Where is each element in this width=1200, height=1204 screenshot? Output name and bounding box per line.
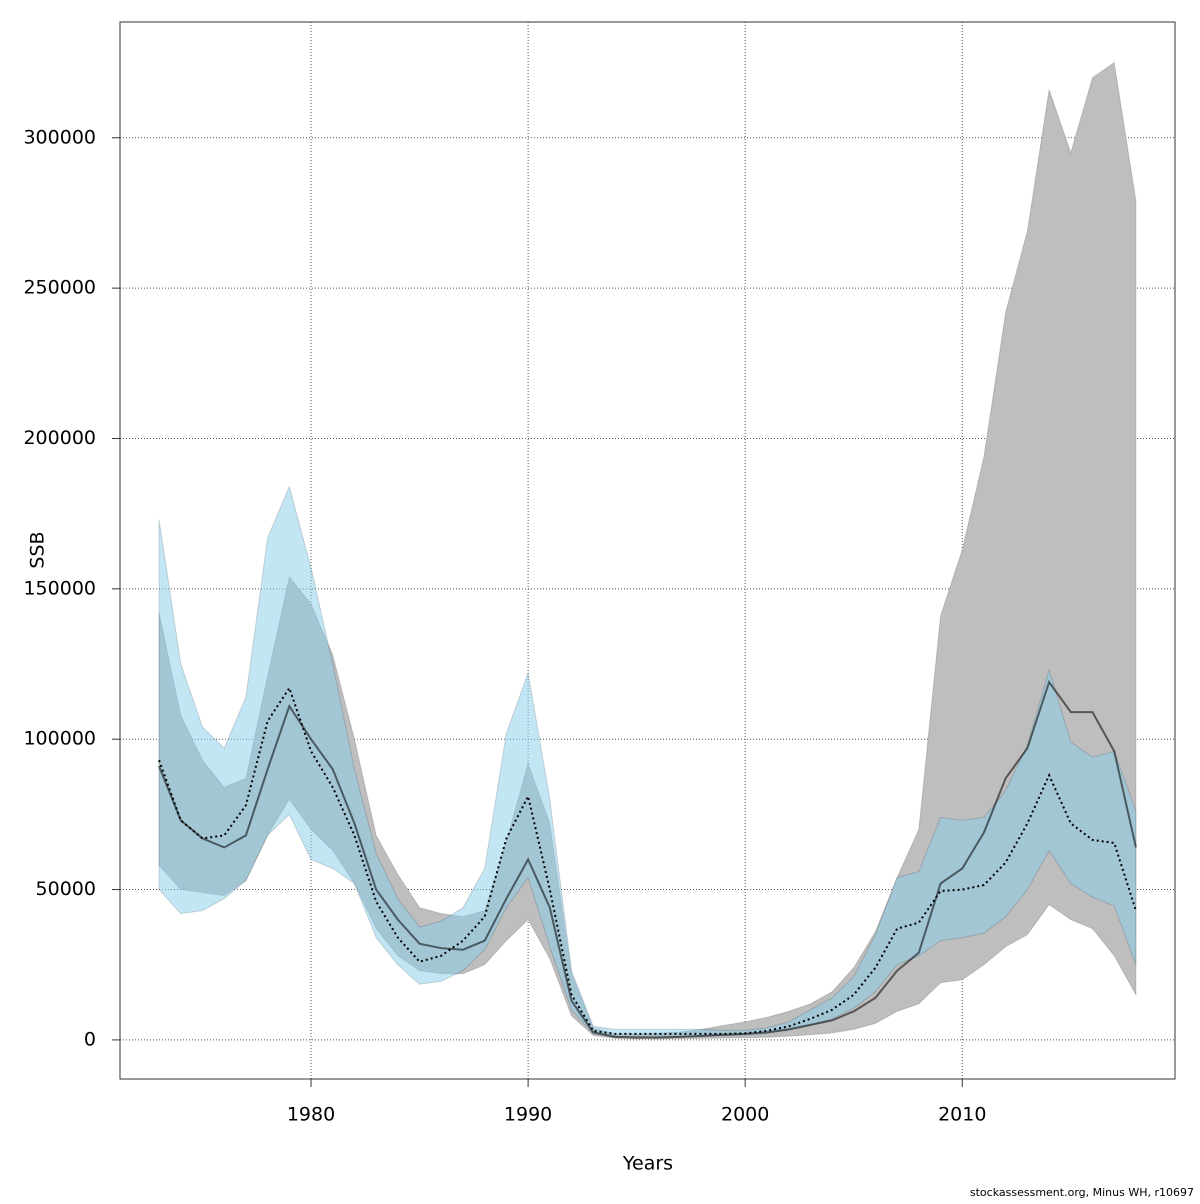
y-tick-label: 300000 <box>23 126 96 148</box>
y-tick-label: 0 <box>84 1028 96 1050</box>
ssb-line <box>158 679 1137 1039</box>
x-tick-label: 1980 <box>287 1104 335 1126</box>
x-tick-label: 1990 <box>504 1104 552 1126</box>
y-tick-label: 250000 <box>23 277 96 299</box>
y-axis-label: SSB <box>27 531 49 568</box>
y-tick-label: 150000 <box>23 577 96 599</box>
ssb-line <box>158 685 1137 1035</box>
footnote: stockassessment.org, Minus WH, r10697 <box>970 1186 1194 1199</box>
x-axis-label: Years <box>622 1153 673 1175</box>
y-tick-label: 50000 <box>36 878 96 900</box>
x-tick-label: 2010 <box>938 1104 986 1126</box>
x-tick-label: 2000 <box>721 1104 769 1126</box>
confidence-band <box>158 485 1137 1037</box>
y-tick-label: 200000 <box>23 427 96 449</box>
plot-frame <box>119 21 1176 1080</box>
y-tick-label: 100000 <box>23 728 96 750</box>
